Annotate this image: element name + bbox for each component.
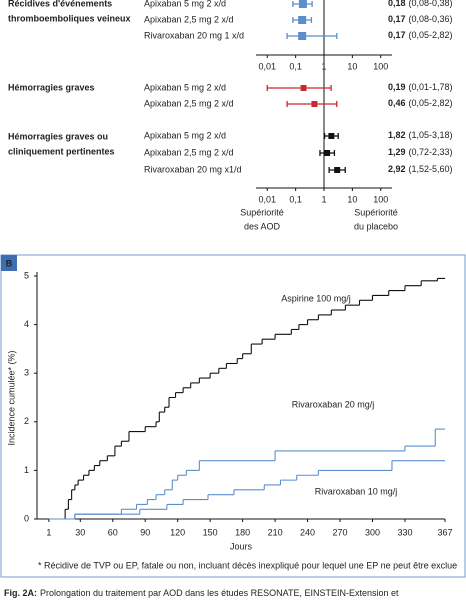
ci-label: (0,72-2,33) [409, 147, 453, 157]
ci-label: (0,08-0,38) [409, 0, 453, 8]
ci-label: (1,52-5,60) [409, 164, 453, 174]
group-label: thromboemboliques veineux [8, 13, 131, 23]
estimate-marker [298, 16, 307, 24]
ci-label: (1,05-3,18) [409, 130, 453, 140]
panel-label-box [1, 255, 17, 271]
estimate-marker [298, 32, 307, 40]
x-tick-label: 30 [75, 527, 85, 537]
row-label: Apixaban 2,5 mg 2 x/d [144, 98, 234, 108]
ci-label: (0,05-2,82) [409, 30, 453, 40]
y-tick-label: 3 [24, 368, 29, 378]
estimate-marker [324, 150, 331, 156]
estimate-label: 0,46 (0,05-2,82) [388, 98, 453, 108]
row-label: Apixaban 5 mg 2 x/d [144, 130, 226, 140]
ci-label: (0,08-0,36) [409, 14, 453, 24]
x-tick-label: 100 [373, 61, 388, 71]
value-label: 0,19 [388, 82, 406, 92]
x-tick-label: 1 [321, 194, 326, 204]
value-label: 1,82 [388, 130, 406, 140]
x-tick-label: 10 [347, 61, 357, 71]
panel-label: B [6, 258, 13, 268]
estimate-marker [311, 101, 318, 107]
value-label: 0,18 [388, 0, 406, 8]
x-tick-label: 0,1 [289, 194, 302, 204]
estimate-marker [298, 0, 307, 8]
x-tick-label: 300 [365, 527, 380, 537]
series-label: Rivaroxaban 20 mg/j [292, 399, 375, 409]
axis-annotation: Supériorité [240, 207, 284, 217]
value-label: 0,17 [388, 30, 406, 40]
group-label: Hémorragies graves ou [8, 131, 108, 141]
estimate-marker [334, 167, 341, 173]
x-tick-label: 0,1 [289, 61, 302, 71]
series-label: Aspirine 100 mg/j [281, 293, 351, 303]
estimate-label: 0,18 (0,08-0,38) [388, 0, 453, 8]
estimate-label: 0,19 (0,01-1,78) [388, 82, 453, 92]
panel-frame [0, 254, 466, 578]
x-tick-label: 1 [46, 527, 51, 537]
caption-label: Fig. 2A: [4, 588, 37, 598]
x-tick-label: 240 [300, 527, 315, 537]
x-tick-label: 60 [108, 527, 118, 537]
series-label: Rivaroxaban 10 mg/j [315, 486, 398, 496]
estimate-marker [300, 85, 307, 91]
row-label: Rivaroxaban 20 mg 1 x/d [144, 30, 244, 40]
axis-annotation: Supériorité [354, 207, 398, 217]
axis-annotation: du placebo [354, 221, 398, 231]
y-tick-label: 4 [24, 319, 29, 329]
x-tick-label: 210 [268, 527, 283, 537]
value-label: 0,17 [388, 14, 406, 24]
value-label: 1,29 [388, 147, 406, 157]
estimate-label: 1,29 (0,72-2,33) [388, 147, 453, 157]
x-tick-label: 367 [437, 527, 452, 537]
y-tick-label: 0 [24, 513, 29, 523]
group-label: Récidives d'événements [8, 0, 112, 8]
estimate-label: 0,17 (0,05-2,82) [388, 30, 453, 40]
row-label: Apixaban 5 mg 2 x/d [144, 82, 226, 92]
estimate-label: 2,92 (1,52-5,60) [388, 164, 453, 174]
x-axis-label: Jours [230, 541, 253, 551]
ci-label: (0,05-2,82) [409, 98, 453, 108]
x-tick-label: 10 [347, 194, 357, 204]
y-tick-label: 1 [24, 465, 29, 475]
row-label: Rivaroxaban 20 mg x1/d [144, 164, 242, 174]
x-tick-label: 1 [321, 61, 326, 71]
group-label: Hémorragies graves [8, 82, 95, 92]
footnote: * Récidive de TVP ou EP, fatale ou non, … [38, 560, 457, 570]
estimate-marker [328, 133, 335, 139]
axis-annotation: des AOD [244, 221, 281, 231]
x-tick-label: 120 [170, 527, 185, 537]
ci-label: (0,01-1,78) [409, 82, 453, 92]
estimate-label: 0,17 (0,08-0,36) [388, 14, 453, 24]
x-tick-label: 330 [397, 527, 412, 537]
x-tick-label: 270 [333, 527, 348, 537]
value-label: 0,46 [388, 98, 406, 108]
caption-text: Prolongation du traitement par AOD dans … [40, 588, 399, 598]
estimate-label: 1,82 (1,05-3,18) [388, 130, 453, 140]
y-tick-label: 5 [24, 270, 29, 280]
group-label: cliniquement pertinentes [8, 146, 115, 156]
y-tick-label: 2 [24, 416, 29, 426]
x-tick-label: 100 [373, 194, 388, 204]
x-tick-label: 150 [203, 527, 218, 537]
x-tick-label: 90 [140, 527, 150, 537]
row-label: Apixaban 5 mg 2 x/d [144, 0, 226, 8]
x-tick-label: 0,01 [259, 61, 277, 71]
row-label: Apixaban 2,5 mg 2 x/d [144, 14, 234, 24]
caption: Fig. 2A: Prolongation du traitement par A… [4, 588, 399, 598]
x-tick-label: 0,01 [259, 194, 277, 204]
y-axis-label: Incidence cumulée* (%) [6, 350, 16, 445]
value-label: 2,92 [388, 164, 406, 174]
x-tick-label: 180 [235, 527, 250, 537]
row-label: Apixaban 2,5 mg 2 x/d [144, 147, 234, 157]
